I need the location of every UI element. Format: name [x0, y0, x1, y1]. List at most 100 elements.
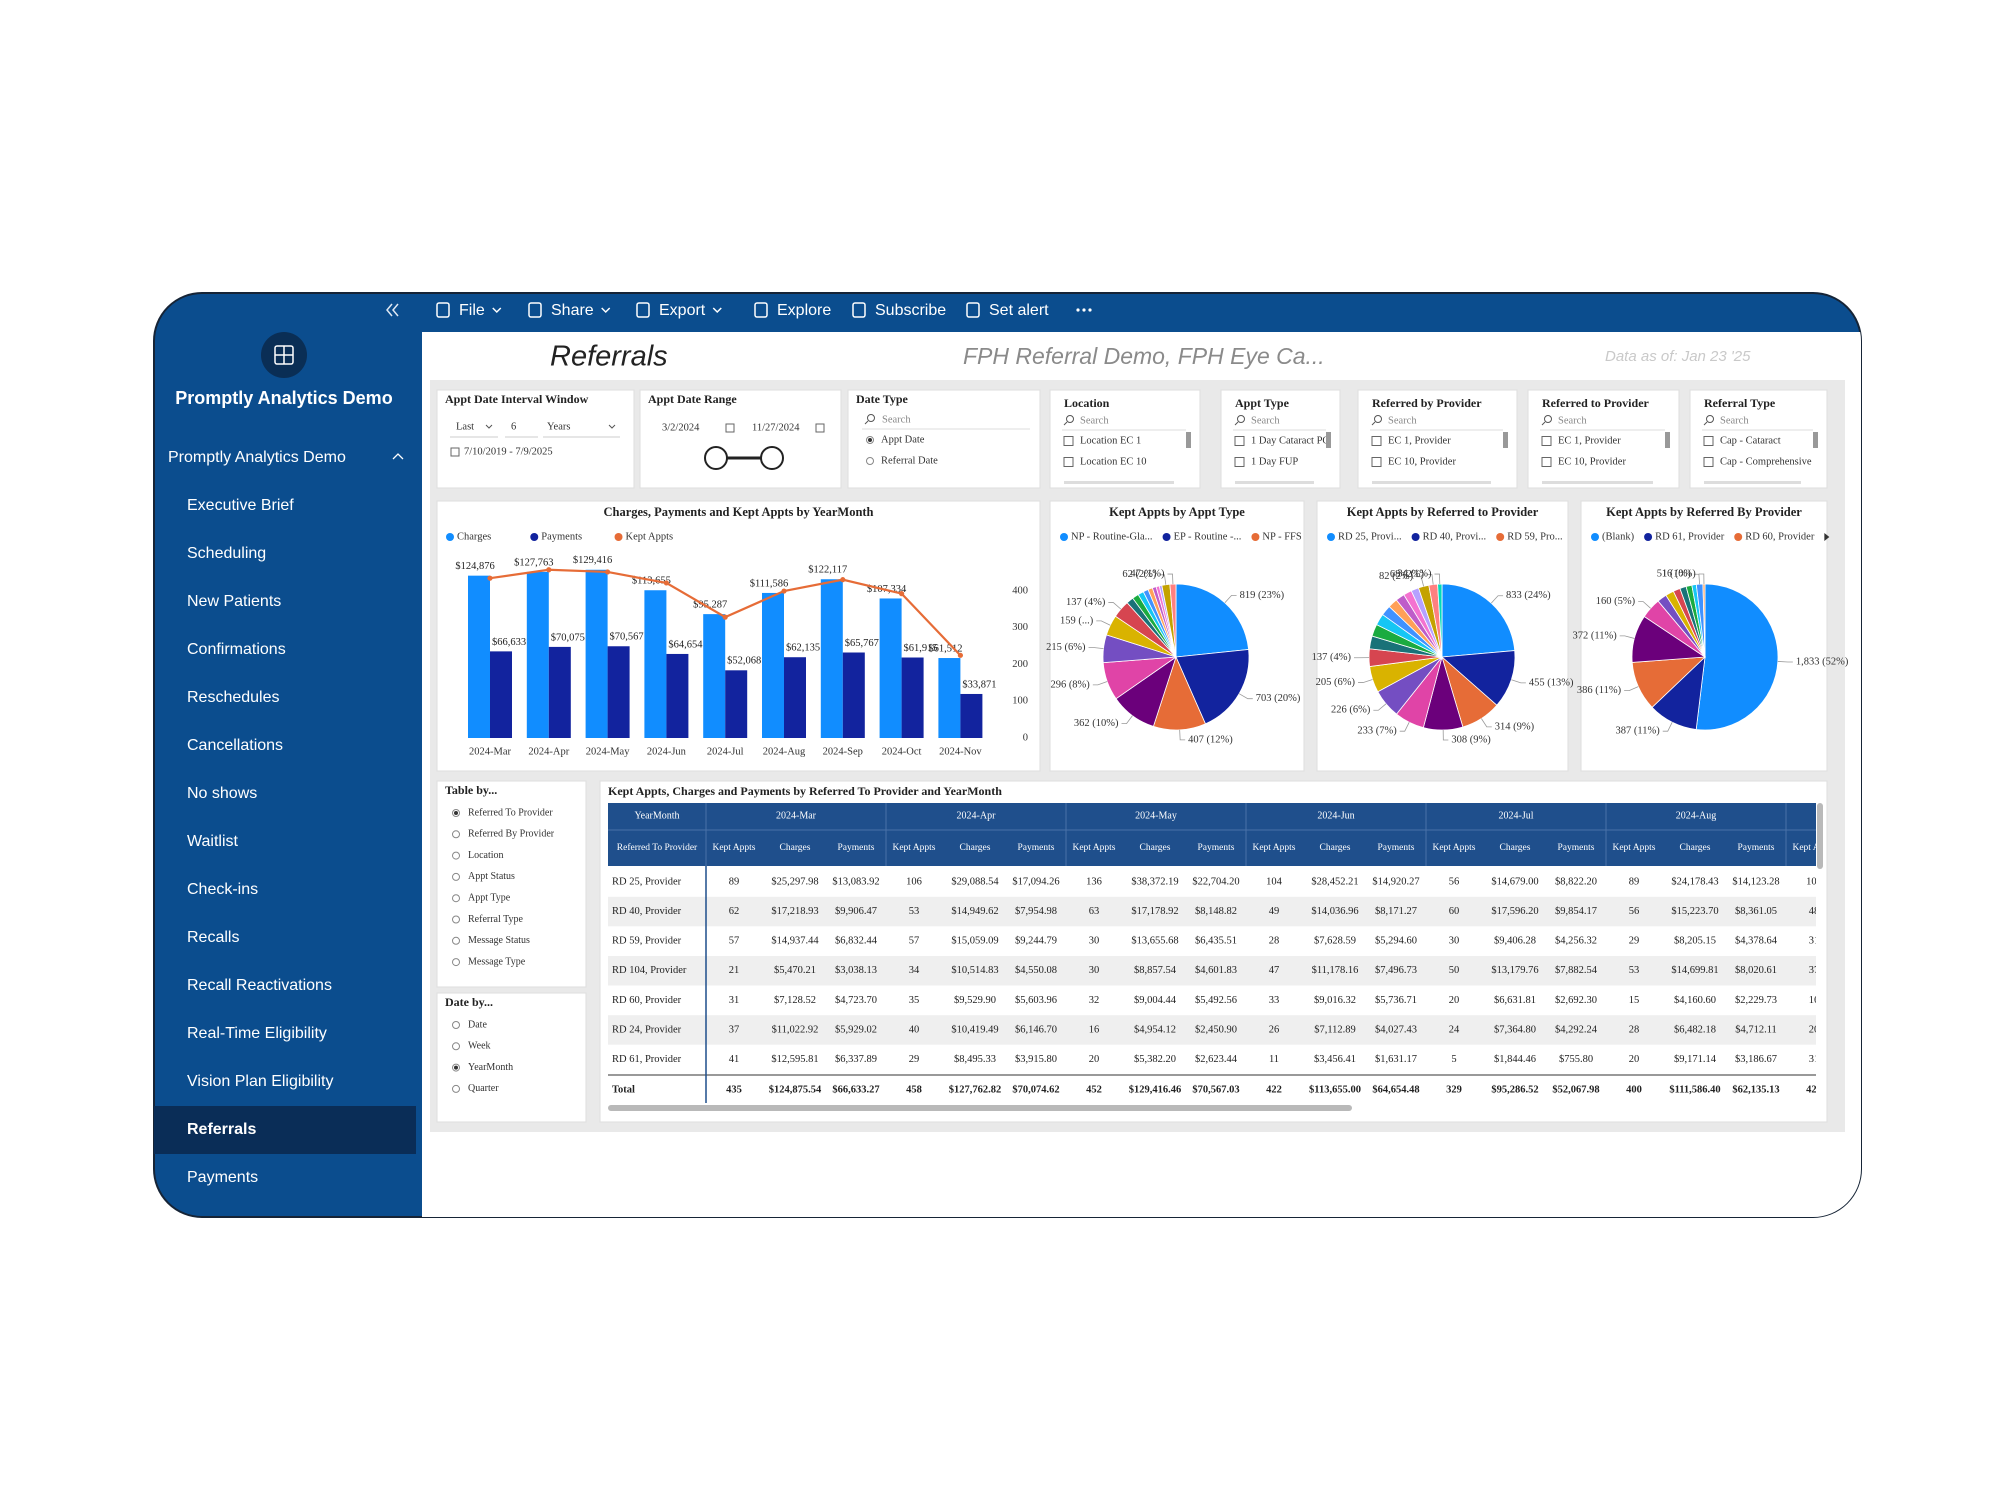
radio-label: YearMonth [468, 1062, 513, 1073]
nav-item[interactable]: Confirmations [187, 641, 286, 658]
radio[interactable] [452, 958, 460, 967]
table-cell: $70,567.03 [1192, 1084, 1239, 1095]
data-label: $64,654 [668, 639, 703, 650]
nav-item[interactable]: Recalls [187, 929, 239, 946]
table-cell: $62,135.13 [1732, 1084, 1779, 1095]
radio[interactable] [452, 851, 460, 860]
nav-item[interactable]: Check-ins [187, 881, 258, 898]
nav-item[interactable]: No shows [187, 785, 257, 802]
x-tick-label: 2024-Apr [528, 746, 569, 757]
nav-item[interactable]: Vision Plan Eligibility [187, 1073, 333, 1090]
header-cell: 2024-Jul [1499, 810, 1534, 821]
search-icon [867, 414, 875, 422]
header-cell: Charges [1140, 843, 1171, 853]
table-cell: $8,171.27 [1375, 906, 1417, 917]
radio[interactable] [452, 915, 460, 924]
data-label: 205 (6%) [1316, 677, 1356, 688]
h-scrollbar[interactable] [608, 1105, 1352, 1111]
radio[interactable] [452, 1084, 460, 1093]
leader-line [1092, 681, 1108, 686]
legend-label: Kept Appts [626, 531, 674, 542]
checkbox-label: EC 10, Provider [1558, 456, 1626, 467]
nav-item[interactable]: Referrals [187, 1121, 256, 1138]
nav-item[interactable]: Payments [187, 1169, 258, 1186]
checkbox [1371, 457, 1382, 467]
table-cell: $4,601.83 [1195, 965, 1237, 976]
table-cell: $3,038.13 [835, 965, 877, 976]
radio[interactable] [452, 809, 460, 817]
table-cell: 422 [1266, 1084, 1282, 1095]
radio[interactable] [452, 872, 460, 881]
table-cell: 5 [1451, 1054, 1456, 1065]
nav-item[interactable]: Waitlist [187, 833, 239, 850]
x-tick-label: 2024-Sep [823, 746, 863, 757]
nav-item[interactable]: Cancellations [187, 737, 283, 754]
table-cell: 24 [1449, 1024, 1460, 1035]
search-box: Search [1558, 415, 1587, 426]
toolbar-icon [966, 302, 980, 318]
data-label: $111,586 [750, 578, 789, 589]
table-cell: $64,654.48 [1372, 1084, 1419, 1095]
leader-line [1491, 595, 1504, 604]
leader-line [1698, 573, 1705, 585]
data-as-of: Data as of: Jan 23 '25 [1605, 348, 1751, 365]
table-cell: $2,450.90 [1195, 1024, 1237, 1035]
radio[interactable] [452, 1063, 460, 1072]
radio[interactable] [452, 830, 460, 839]
radio-label: Referred By Provider [468, 829, 555, 840]
leader-line [1238, 693, 1253, 700]
header-cell: Kept Appts [712, 843, 755, 853]
nav-item[interactable]: Reschedules [187, 689, 280, 706]
slicer-title: Location [1064, 396, 1110, 410]
table-cell: $14,920.27 [1372, 876, 1419, 887]
data-label: $62,135 [786, 643, 820, 654]
radio[interactable] [452, 1021, 460, 1029]
table-cell: $5,382.20 [1134, 1054, 1176, 1065]
nav-item[interactable]: Scheduling [187, 545, 266, 562]
nav-item[interactable]: Real-Time Eligibility [187, 1025, 327, 1042]
chart-title: Kept Appts by Appt Type [1109, 505, 1245, 519]
range-handle[interactable] [760, 446, 784, 470]
v-scrollbar[interactable] [1817, 803, 1823, 869]
table-cell: 33 [1269, 995, 1280, 1006]
report-title: Referrals [550, 341, 668, 373]
bar [644, 590, 667, 738]
table-cell: $9,244.79 [1015, 936, 1057, 947]
range-handle[interactable] [704, 446, 728, 470]
data-label: 833 (24%) [1506, 590, 1551, 601]
leader-line [1096, 620, 1111, 626]
data-label: $124,876 [455, 561, 494, 572]
table-cell: 15 [1629, 995, 1640, 1006]
radio[interactable] [452, 936, 460, 945]
dropdown-chevron [712, 307, 722, 314]
nav-item[interactable]: New Patients [187, 593, 281, 610]
scrollbar [1503, 432, 1508, 448]
table-cell: 60 [1449, 906, 1460, 917]
table-row [608, 956, 1816, 986]
table-cell: $5,736.71 [1375, 995, 1417, 1006]
y2-tick-label: 200 [1012, 659, 1028, 670]
table-cell: $2,692.30 [1555, 995, 1597, 1006]
table-cell: $4,160.60 [1674, 995, 1716, 1006]
legend-label: RD 60, Provider [1745, 531, 1815, 542]
nav-item[interactable]: Executive Brief [187, 497, 294, 514]
table-cell: $8,495.33 [954, 1054, 996, 1065]
data-label: $66,633 [492, 637, 526, 648]
nav-item[interactable]: Recall Reactivations [187, 977, 332, 994]
x-tick-label: 2024-Jun [647, 746, 687, 757]
bar [468, 575, 490, 738]
matrix: YearMonth Referred To Provider 2024-Mar Kep… [608, 803, 1820, 1103]
data-label: $70,567 [610, 632, 644, 643]
legend-label: Charges [457, 531, 491, 542]
table-cell: $13,083.92 [832, 876, 879, 887]
table-row [608, 985, 1816, 1016]
y2-tick-label: 100 [1012, 696, 1028, 707]
more-dot [1082, 308, 1086, 312]
table-cell: 329 [1446, 1084, 1462, 1095]
checkbox [1234, 457, 1245, 467]
radio[interactable] [452, 1042, 460, 1051]
radio[interactable] [452, 894, 460, 903]
scrollbar [1186, 432, 1191, 448]
date-range-text: 7/10/2019 - 7/9/2025 [464, 446, 553, 457]
table-cell: 48 [1809, 906, 1820, 917]
